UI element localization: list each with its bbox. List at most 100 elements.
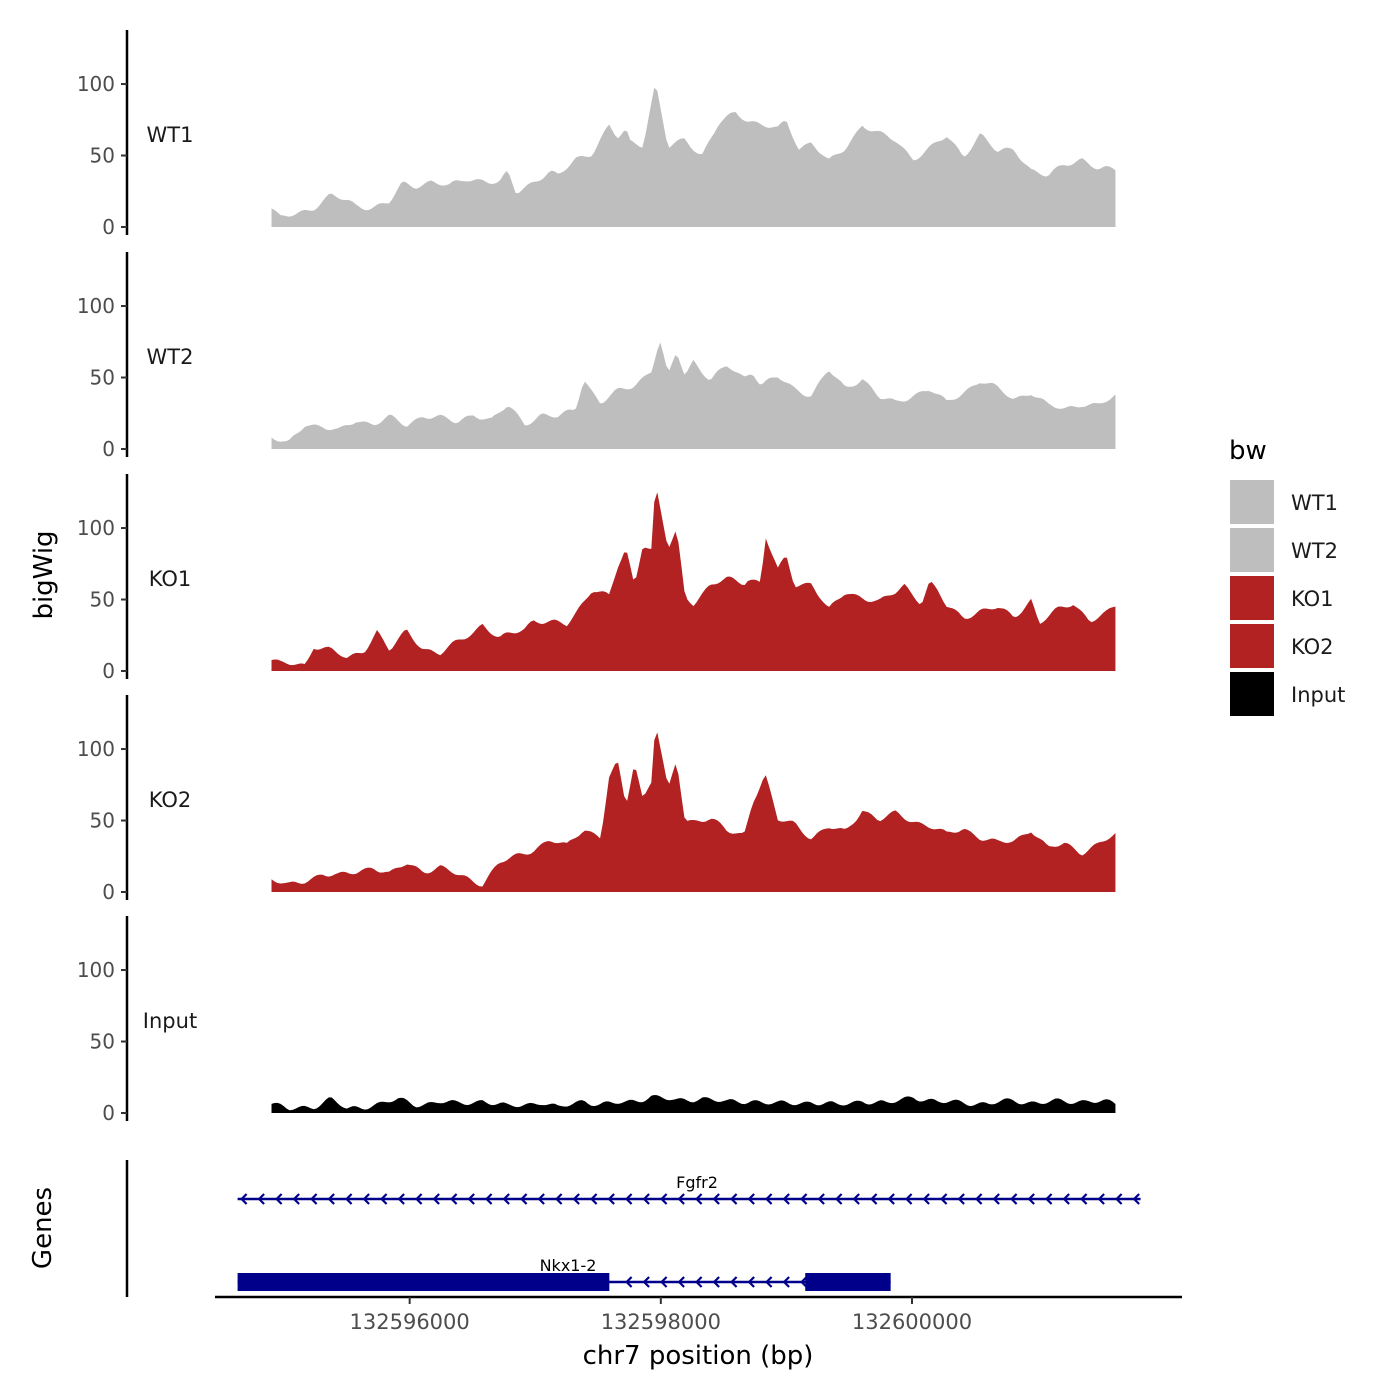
strand-arrow-icon [432,1193,440,1205]
strand-arrow-icon [677,1276,685,1288]
strand-arrow-icon [852,1193,860,1205]
strand-arrow-icon [380,1193,388,1205]
strand-arrow-icon [1132,1193,1140,1205]
strand-arrow-icon [905,1193,913,1205]
strand-arrow-icon [327,1193,335,1205]
x-tick-label: 132600000 [852,1310,972,1334]
strand-arrow-icon [660,1193,668,1205]
y-tick-label: 0 [102,215,115,239]
y-tick-label: 50 [90,144,115,168]
strand-arrow-icon [590,1193,598,1205]
strand-arrow-icon [922,1193,930,1205]
track-ko2: 0 50 100 KO2 [77,695,1116,904]
strand-arrow-icon [345,1193,353,1205]
strand-arrow-icon [677,1193,685,1205]
x-tick-label: 132596000 [350,1310,470,1334]
strand-arrow-icon [642,1276,650,1288]
strand-arrow-icon [782,1276,790,1288]
track-label-wt2: WT2 [147,345,194,369]
strand-arrow-icon [275,1193,283,1205]
strand-arrow-icon [607,1193,615,1205]
legend-item-wt2: WT2 [1230,528,1338,572]
strand-arrow-icon [362,1193,370,1205]
strand-arrow-icon [1027,1193,1035,1205]
legend-swatch [1230,528,1274,572]
x-tick-label: 132598000 [601,1310,721,1334]
strand-arrow-icon [257,1193,265,1205]
strand-arrow-icon [310,1193,318,1205]
strand-arrow-icon [730,1193,738,1205]
gene-nkx1-2: Nkx1-2 [237,1256,891,1291]
coverage-area-input [271,1095,1116,1113]
strand-arrow-icon [1045,1193,1053,1205]
y-tick-label: 50 [90,366,115,390]
y-tick-label: 50 [90,809,115,833]
strand-arrow-icon [555,1193,563,1205]
y-tick-label: 100 [77,958,115,982]
legend-swatch [1230,576,1274,620]
legend-label: KO2 [1291,635,1334,659]
strand-arrow-icon [730,1276,738,1288]
strand-arrow-icon [975,1193,983,1205]
legend-label: WT1 [1291,491,1338,515]
y-tick-label: 0 [102,1101,115,1125]
strand-arrow-icon [695,1276,703,1288]
legend-title: bw [1229,436,1267,466]
legend-item-ko1: KO1 [1230,576,1334,620]
strand-arrow-icon [467,1193,475,1205]
legend-swatch [1230,672,1274,716]
strand-arrow-icon [747,1193,755,1205]
strand-arrow-icon [817,1193,825,1205]
strand-arrow-icon [502,1193,510,1205]
y-tick-label: 100 [77,516,115,540]
strand-arrow-icon [712,1193,720,1205]
coverage-area-wt1 [271,87,1116,227]
strand-arrow-icon [537,1193,545,1205]
x-axis: 132596000 132598000 132600000 [215,1295,1182,1334]
strand-arrow-icon [800,1193,808,1205]
strand-arrow-icon [765,1193,773,1205]
strand-arrow-icon [782,1193,790,1205]
y-tick-label: 100 [77,294,115,318]
strand-arrow-icon [572,1193,580,1205]
strand-arrow-icon [450,1193,458,1205]
strand-arrow-icon [397,1193,405,1205]
track-ko1: 0 50 100 KO1 [77,474,1116,683]
legend-item-ko2: KO2 [1230,624,1334,668]
strand-arrow-icon [1097,1193,1105,1205]
genes-track-title: Genes [28,1187,58,1269]
y-tick-label: 100 [77,72,115,96]
y-tick-label: 0 [102,659,115,683]
legend-swatch [1230,480,1274,524]
gene-exon [805,1273,891,1291]
x-axis-title: chr7 position (bp) [583,1341,814,1371]
strand-arrow-icon [765,1276,773,1288]
track-wt1: 0 50 100 WT1 [77,30,1116,239]
strand-arrow-icon [887,1193,895,1205]
strand-arrow-icon [712,1276,720,1288]
track-wt2: 0 50 100 WT2 [77,252,1116,461]
strand-arrow-icon [625,1276,633,1288]
track-label-input: Input [143,1009,197,1033]
y-tick-label: 0 [102,880,115,904]
genes-track: Genes Fgfr2 Nkx1-2 [28,1160,1141,1297]
strand-arrow-icon [415,1193,423,1205]
y-tick-label: 0 [102,437,115,461]
legend-label: WT2 [1291,539,1338,563]
strand-arrow-icon [660,1276,668,1288]
strand-arrow-icon [747,1276,755,1288]
coverage-area-ko2 [271,732,1116,892]
strand-arrow-icon [642,1193,650,1205]
strand-arrow-icon [1080,1193,1088,1205]
coverage-area-wt2 [271,342,1116,449]
strand-arrow-icon [625,1193,633,1205]
legend: bw WT1 WT2 KO1 KO2 Input [1229,436,1345,716]
gene-exon [237,1273,610,1291]
strand-arrow-icon [992,1193,1000,1205]
coverage-tracks: 0 50 100 WT1 0 50 100 WT2 0 50 100 KO1 0 50 100 KO2 0 50 1… [77,30,1116,1125]
track-label-wt1: WT1 [147,123,194,147]
legend-label: KO1 [1291,587,1334,611]
strand-arrow-icon [240,1193,248,1205]
y-tick-label: 50 [90,1030,115,1054]
